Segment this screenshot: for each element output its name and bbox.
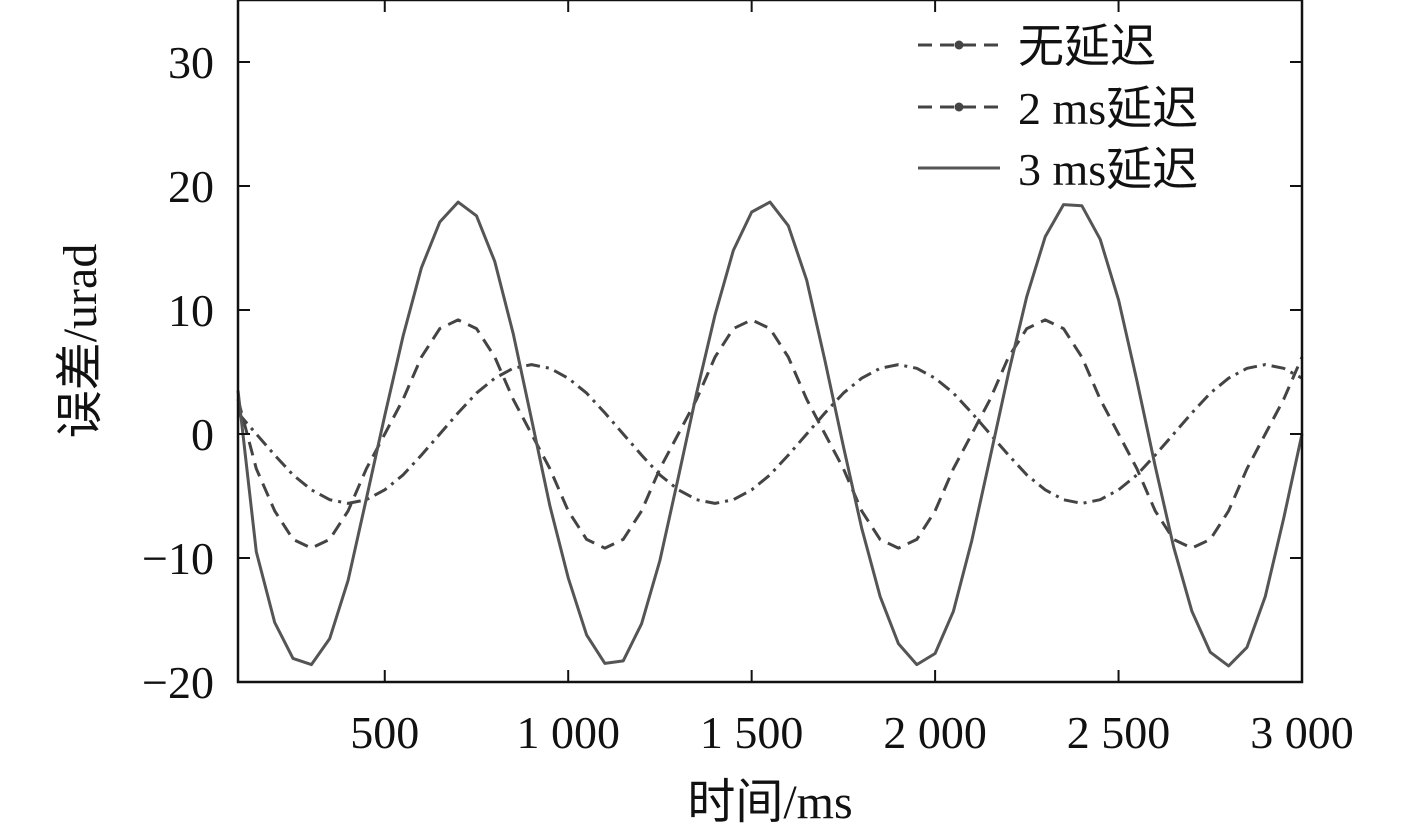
legend-item-2: 2 ms延迟 xyxy=(918,83,1198,134)
y-tick-labels: −20 −10 0 10 20 30 xyxy=(142,37,214,708)
legend-marker xyxy=(954,102,964,112)
legend-label: 2 ms延迟 xyxy=(1018,83,1198,134)
legend-label: 无延迟 xyxy=(1018,21,1156,72)
y-tick-label: 10 xyxy=(168,285,214,336)
y-axis-title: 误差/urad xyxy=(54,244,107,439)
x-axis-title: 时间/ms xyxy=(687,776,852,829)
series-2-line xyxy=(236,318,1304,550)
x-tick-label: 1 000 xyxy=(516,707,620,758)
series-lines xyxy=(236,200,1304,668)
x-tick-labels: 500 1 000 1 500 2 000 2 500 3 000 xyxy=(350,707,1353,758)
y-tick-label: 20 xyxy=(168,161,214,212)
x-tick-label: 2 000 xyxy=(883,707,987,758)
y-tick-label: 30 xyxy=(168,37,214,88)
y-tick-label: −10 xyxy=(142,533,214,584)
x-tick-label: 3 000 xyxy=(1250,707,1354,758)
x-tick-label: 2 500 xyxy=(1067,707,1171,758)
plot-frame xyxy=(236,0,1304,684)
axis-ticks xyxy=(238,0,1303,683)
y-tick-label: 0 xyxy=(191,409,214,460)
y-tick-label: −20 xyxy=(142,657,214,708)
legend: 无延迟 2 ms延迟 3 ms延迟 xyxy=(918,21,1198,195)
series-3-line xyxy=(236,200,1304,668)
legend-item-1: 无延迟 xyxy=(918,21,1156,72)
legend-marker xyxy=(954,40,964,50)
series-1-line xyxy=(236,363,1303,505)
legend-label: 3 ms延迟 xyxy=(1018,144,1198,195)
x-tick-label: 500 xyxy=(350,707,419,758)
legend-item-3: 3 ms延迟 xyxy=(918,144,1198,195)
x-tick-label: 1 500 xyxy=(700,707,804,758)
